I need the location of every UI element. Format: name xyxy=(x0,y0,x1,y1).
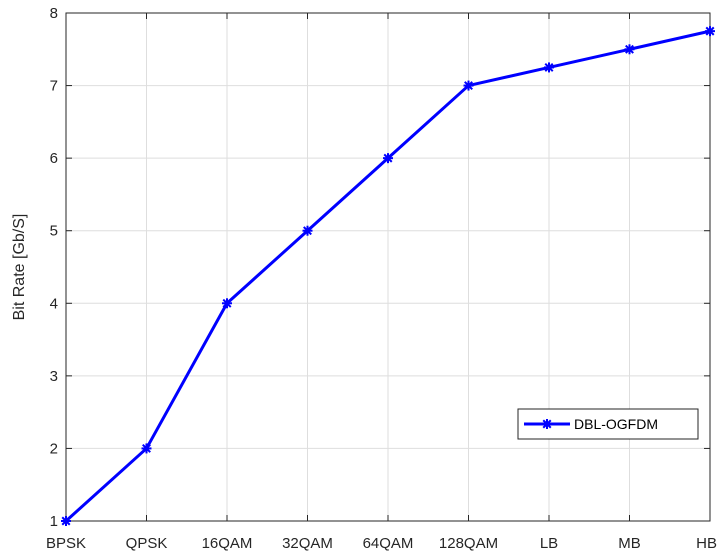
x-tick-label: 128QAM xyxy=(439,535,498,552)
legend-entry-label: DBL-OGFDM xyxy=(574,416,658,432)
x-tick-label: LB xyxy=(540,535,558,552)
legend-marker-sample xyxy=(542,419,552,429)
data-point-marker xyxy=(61,516,71,526)
y-axis-label: Bit Rate [Gb/S] xyxy=(11,214,28,321)
legend-marker xyxy=(542,419,552,429)
x-tick-label: HB xyxy=(696,535,717,552)
series-layer xyxy=(61,26,715,526)
marker-stroke xyxy=(61,516,71,526)
y-tick-label: 1 xyxy=(50,513,58,530)
x-tick-label: 32QAM xyxy=(282,535,333,552)
data-point-marker xyxy=(544,62,554,73)
marker-stroke xyxy=(705,26,715,36)
x-tick-label: MB xyxy=(618,535,641,552)
x-tick-label: 16QAM xyxy=(202,535,253,552)
x-tick-label: 64QAM xyxy=(363,535,414,552)
data-point-marker xyxy=(222,298,232,309)
y-axis-tick-labels: 1 2 3 4 5 6 7 8 xyxy=(50,5,58,530)
y-tick-label: 6 xyxy=(50,150,58,167)
marker-stroke xyxy=(544,62,554,72)
y-tick-label: 2 xyxy=(50,440,58,457)
data-point-marker xyxy=(624,44,635,55)
y-tick-label: 7 xyxy=(50,78,58,95)
y-tick-label: 5 xyxy=(50,223,58,240)
data-point-marker xyxy=(705,26,715,37)
marker-stroke xyxy=(222,298,232,308)
x-tick-label: BPSK xyxy=(46,535,86,552)
x-axis-tick-labels: BPSK QPSK 16QAM 32QAM 64QAM 128QAM LB MB HB xyxy=(46,535,717,552)
marker-stroke xyxy=(542,419,552,429)
x-tick-label: QPSK xyxy=(126,535,168,552)
marker-stroke xyxy=(383,153,393,163)
marker-stroke xyxy=(625,44,634,54)
marker-stroke xyxy=(464,81,473,91)
axis-ticks xyxy=(65,12,711,522)
y-tick-label: 3 xyxy=(50,368,58,385)
y-tick-label: 8 xyxy=(50,5,58,22)
y-tick-label: 4 xyxy=(50,295,58,312)
data-point-marker xyxy=(463,80,474,91)
marker-stroke xyxy=(303,226,312,236)
data-point-marker xyxy=(141,443,152,454)
marker-stroke xyxy=(142,443,151,453)
data-point-marker xyxy=(383,153,393,164)
data-point-marker xyxy=(302,225,313,236)
legend: DBL-OGFDM xyxy=(517,408,699,440)
